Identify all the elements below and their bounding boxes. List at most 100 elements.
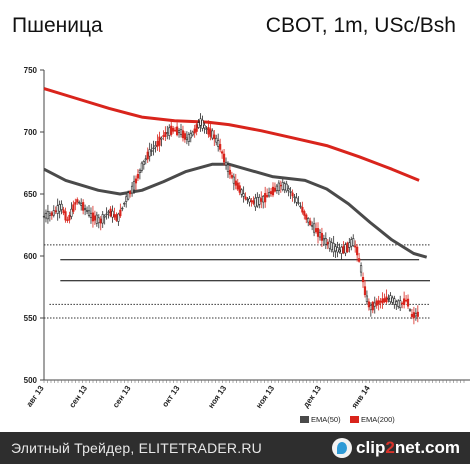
candle-body	[379, 300, 382, 303]
candle-body	[248, 198, 251, 203]
candle-body	[295, 197, 298, 203]
page-title: Пшеница	[12, 14, 103, 37]
candle-body	[162, 135, 165, 137]
candle-body	[140, 162, 143, 171]
candle-body	[297, 202, 300, 204]
x-tick-label: сен 13	[68, 384, 90, 410]
clip2net-logo-text: clip2net.com	[356, 438, 460, 457]
candle-body	[146, 151, 149, 160]
candle-body	[299, 205, 302, 208]
candle-body	[406, 298, 410, 307]
candle-body	[113, 214, 116, 218]
footer-bar: Элитный Трейдер, ELITETRADER.RU clip2net…	[0, 432, 470, 464]
candle-body	[193, 128, 196, 134]
candle-body	[185, 137, 188, 140]
candle-body	[344, 244, 347, 254]
candle-body	[387, 298, 390, 300]
candle-body	[111, 210, 114, 218]
candle-body	[101, 214, 104, 224]
y-tick-label: 700	[24, 128, 38, 137]
candle-body	[95, 214, 98, 224]
candle-body	[187, 134, 190, 142]
candle-body	[267, 192, 271, 197]
candle-body	[199, 118, 202, 126]
candle-body	[246, 198, 249, 201]
candle-body	[232, 176, 235, 184]
candle-body	[322, 238, 325, 241]
candle-body	[68, 214, 71, 221]
candle-body	[42, 215, 46, 218]
candle-body	[389, 295, 392, 303]
candle-body	[154, 145, 157, 148]
clip2net-logo-icon	[332, 438, 353, 458]
candle-body	[164, 132, 167, 137]
candle-body	[399, 300, 402, 309]
candle-body	[285, 183, 288, 192]
x-tick-label: ноя 13	[254, 384, 276, 410]
clip2net-logo[interactable]: clip2net.com	[332, 437, 460, 459]
candle-body	[215, 137, 218, 143]
candle-body	[395, 301, 398, 305]
candle-body	[320, 233, 324, 241]
series-line-ema-200-	[43, 87, 420, 182]
candle-body	[82, 202, 85, 211]
y-tick-label: 500	[24, 376, 38, 385]
candle-body	[195, 124, 198, 132]
candle-body	[103, 215, 106, 218]
y-tick-label: 600	[24, 252, 38, 261]
candle-body	[242, 193, 245, 197]
candle-body	[170, 125, 173, 135]
candle-body	[121, 207, 124, 210]
candle-body	[291, 192, 294, 197]
candle-body	[174, 129, 177, 132]
candle-body	[168, 127, 171, 136]
candle-body	[381, 298, 384, 304]
candle-body	[84, 208, 87, 210]
candle-body	[309, 220, 312, 226]
legend-label: EMA(200)	[361, 415, 395, 424]
legend-swatch	[350, 416, 359, 423]
candle-body	[375, 300, 378, 306]
candle-body	[74, 202, 77, 205]
candle-body	[219, 144, 222, 150]
candle-body	[312, 223, 316, 233]
candle-body	[130, 185, 134, 194]
candle-body	[224, 161, 228, 166]
candle-body	[403, 298, 406, 305]
candle-body	[293, 196, 296, 198]
candle-body	[385, 296, 388, 303]
candle-body	[152, 147, 155, 150]
candle-body	[416, 311, 419, 317]
candle-body	[62, 209, 65, 214]
candle-body	[85, 210, 89, 212]
candle-body	[217, 140, 220, 147]
candle-body	[303, 211, 306, 216]
candle-body	[78, 201, 81, 204]
candle-body	[115, 214, 118, 221]
candle-body	[334, 246, 337, 252]
candle-body	[213, 134, 216, 140]
candle-body	[129, 191, 132, 195]
candle-body	[332, 242, 335, 253]
candle-body	[365, 295, 369, 302]
candle-body	[287, 188, 290, 191]
candle-body	[260, 198, 263, 202]
candle-body	[87, 210, 91, 216]
candle-body	[123, 202, 126, 205]
candle-body	[132, 181, 136, 191]
candle-body	[356, 246, 359, 256]
candle-body	[377, 300, 380, 305]
y-tick-label: 750	[24, 66, 38, 75]
candle-body	[250, 200, 253, 203]
candle-body	[93, 215, 96, 221]
candle-body	[391, 297, 394, 303]
candle-body	[183, 133, 187, 140]
candle-body	[252, 200, 255, 204]
candle-body	[150, 150, 153, 152]
candle-body	[172, 127, 175, 132]
candle-body	[156, 141, 159, 147]
candle-body	[221, 151, 224, 154]
candle-body	[205, 128, 208, 130]
candle-body	[50, 212, 53, 216]
candle-body	[91, 212, 95, 222]
